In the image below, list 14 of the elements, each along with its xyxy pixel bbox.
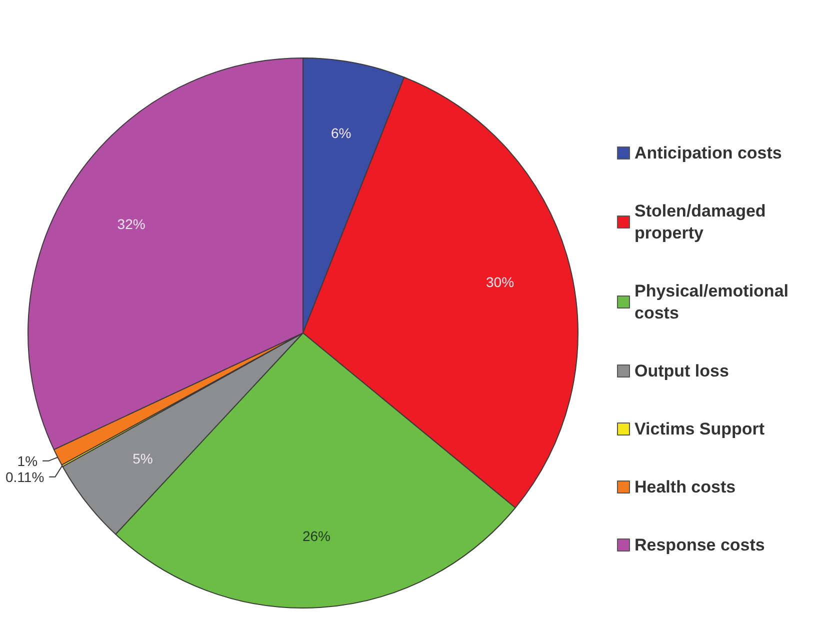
data-label: 0.11% bbox=[5, 468, 44, 485]
data-label: 6% bbox=[330, 125, 352, 142]
legend-label: Physical/emotional costs bbox=[634, 282, 794, 322]
data-label: 26% bbox=[302, 528, 330, 544]
legend-label: Victims Support bbox=[634, 420, 765, 438]
legend-label: Anticipation costs bbox=[634, 144, 782, 162]
data-label: 5% bbox=[132, 450, 153, 466]
data-label: 1% bbox=[17, 452, 38, 469]
legend-label: Health costs bbox=[634, 478, 736, 496]
legend-label: Output loss bbox=[634, 362, 729, 380]
data-label: 32% bbox=[117, 216, 146, 232]
legend-label: Stolen/damaged property bbox=[634, 202, 771, 242]
legend-label: Response costs bbox=[634, 536, 765, 554]
data-label: 30% bbox=[486, 274, 514, 290]
